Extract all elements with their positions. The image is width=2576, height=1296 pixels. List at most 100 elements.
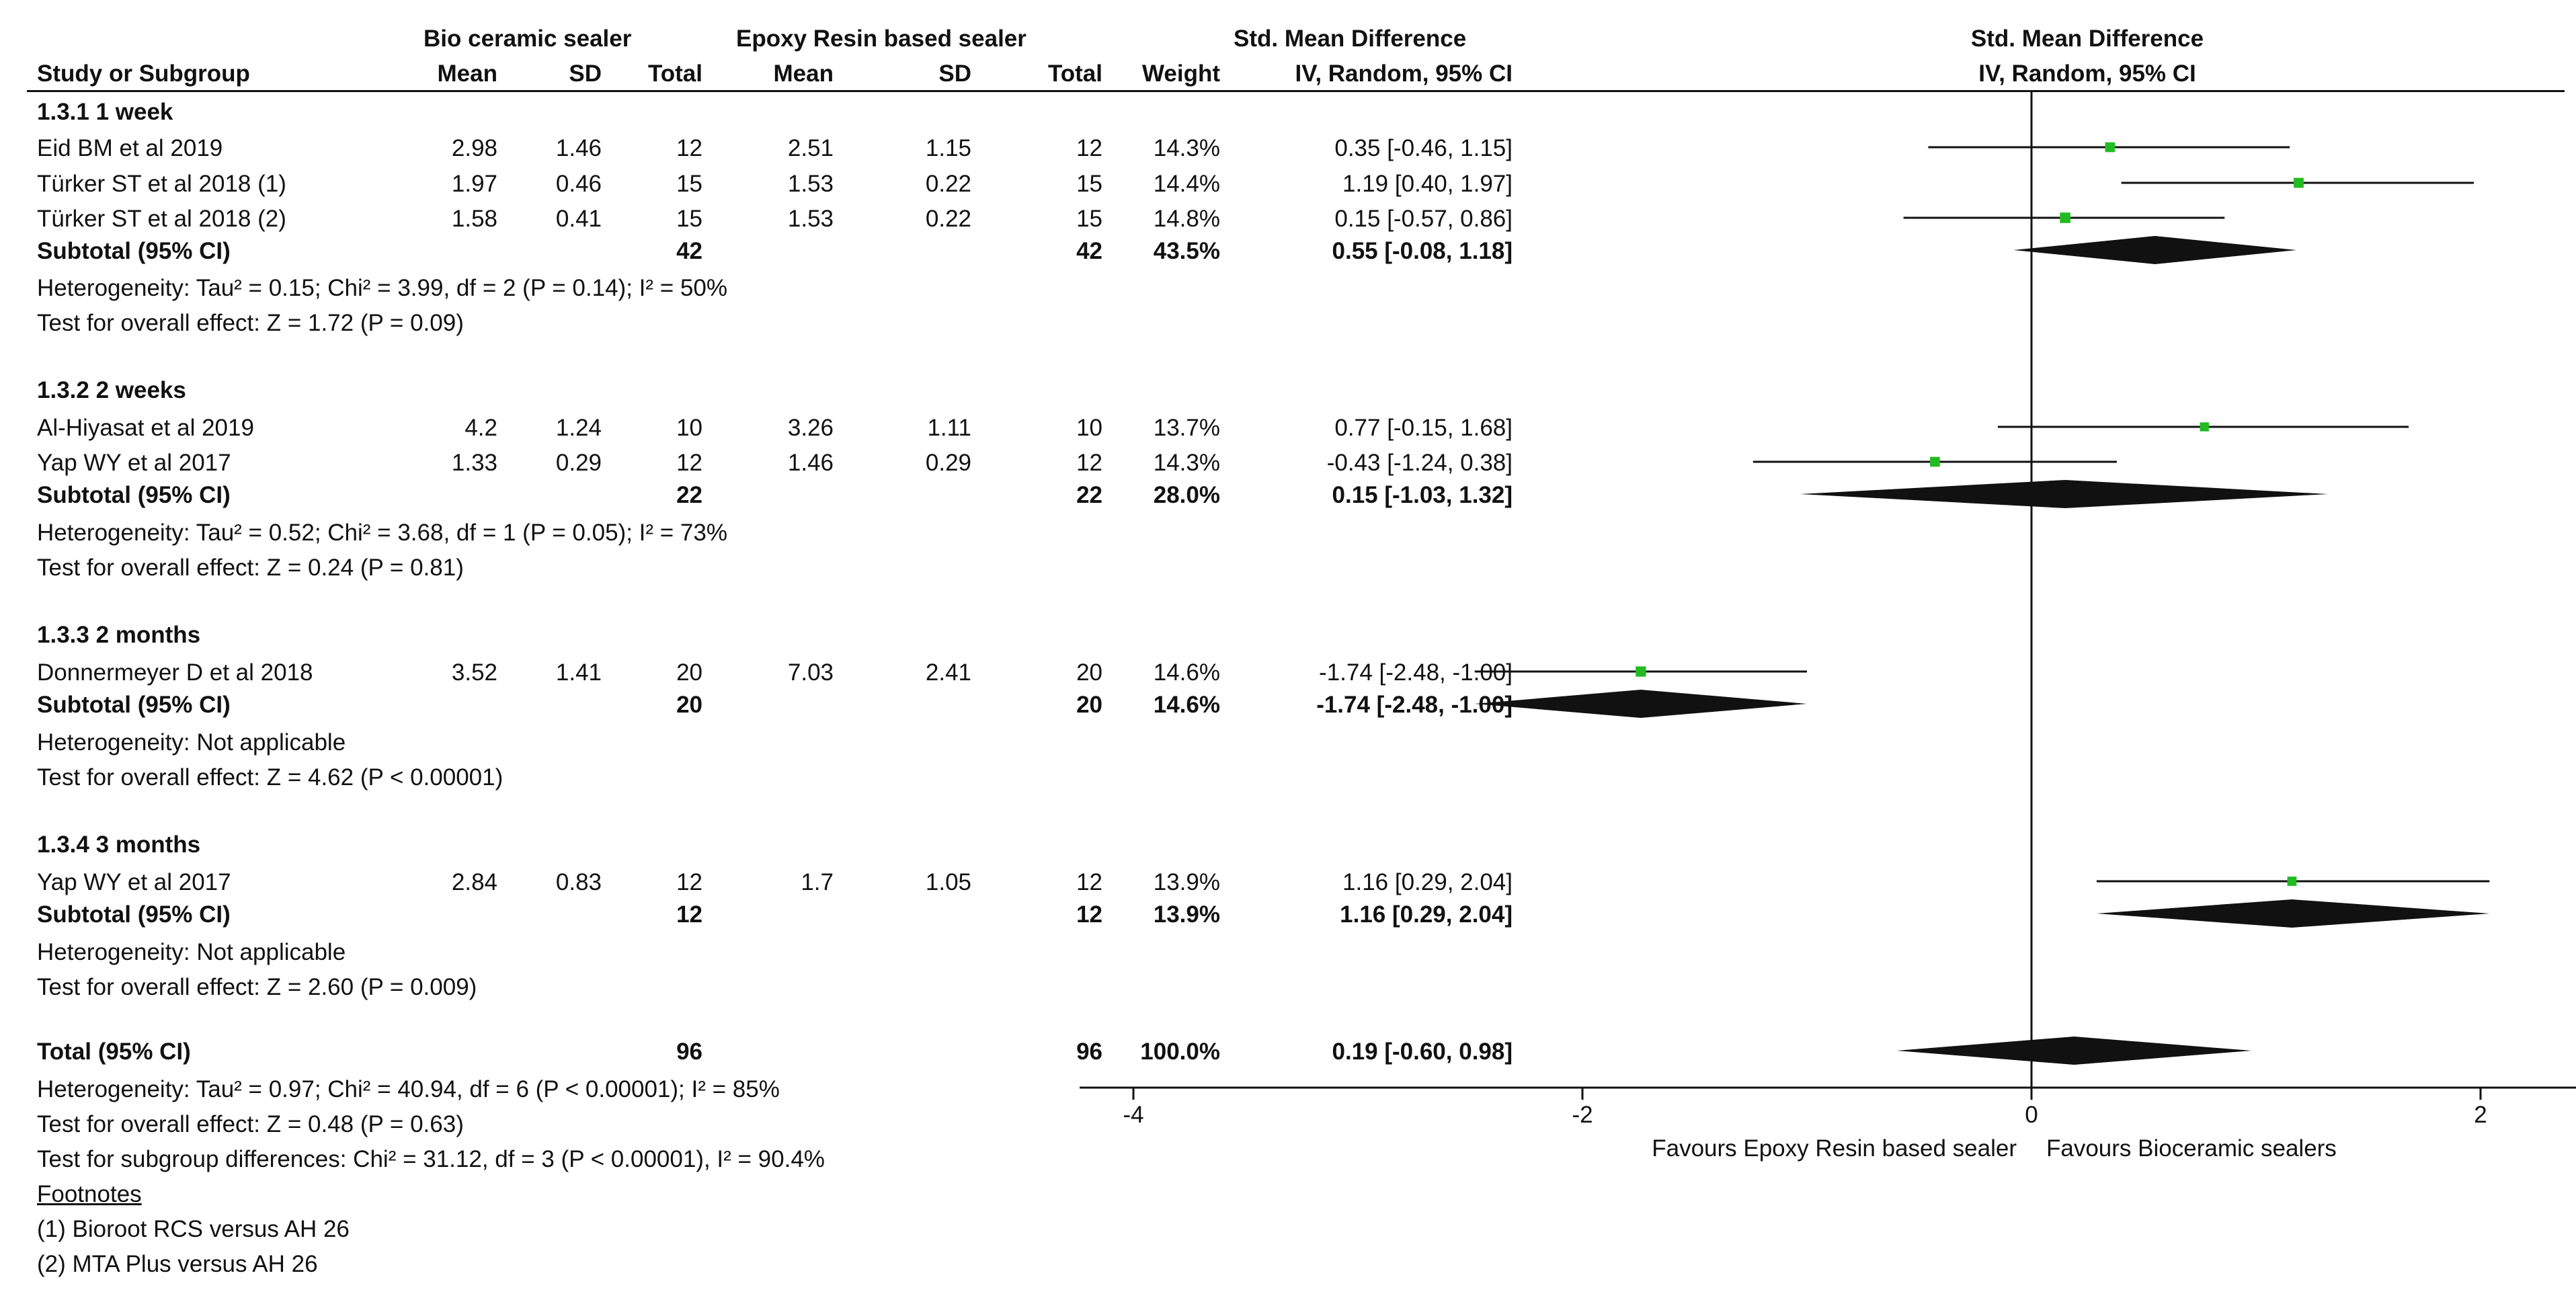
study-ci: -0.43 [-1.24, 0.38] (1326, 450, 1513, 476)
overall-effect-text: Test for overall effect: Z = 0.24 (P = 0… (37, 555, 464, 581)
subtotal-total2: 22 (1076, 482, 1102, 508)
total-ci: 0.19 [-0.60, 0.98] (1332, 1039, 1513, 1065)
study-point (2060, 212, 2070, 223)
plot-subtitle: IV, Random, 95% CI (1978, 60, 2196, 87)
study-mean1: 3.52 (451, 659, 497, 686)
footnotes-title: Footnotes (37, 1181, 142, 1207)
study-total1: 15 (676, 206, 702, 232)
study-weight: 13.7% (1153, 415, 1220, 441)
footnote-2: (2) MTA Plus versus AH 26 (37, 1251, 318, 1277)
subtotal-total1: 22 (676, 482, 702, 508)
study-weight: 14.3% (1153, 450, 1220, 476)
col-mean1: Mean (437, 60, 497, 87)
study-mean2: 7.03 (787, 659, 834, 686)
study-weight: 14.8% (1153, 206, 1220, 232)
col-mean2: Mean (773, 60, 834, 87)
study-sd1: 0.41 (555, 206, 602, 232)
subtotal-diamond (1800, 480, 2328, 508)
heterogeneity-text: Heterogeneity: Not applicable (37, 939, 346, 965)
subtotal-total1: 12 (676, 901, 702, 928)
subtotal-total2: 42 (1076, 238, 1102, 264)
study-point (1930, 456, 1940, 467)
study-name: Türker ST et al 2018 (2) (37, 206, 286, 232)
study-sd1: 1.24 (555, 415, 602, 441)
subtotal-ci: 0.15 [-1.03, 1.32] (1332, 482, 1513, 508)
overall-effect-text: Test for overall effect: Z = 2.60 (P = 0… (37, 974, 477, 1000)
study-total1: 20 (676, 659, 702, 686)
favours-right-label: Favours Bioceramic sealers (2046, 1135, 2337, 1162)
study-sd2: 0.22 (925, 206, 971, 232)
subtotal-weight: 13.9% (1153, 901, 1220, 928)
effect-header: Std. Mean Difference (1234, 26, 1467, 52)
study-point (1636, 666, 1646, 677)
study-point (2200, 422, 2209, 432)
study-mean2: 2.51 (787, 135, 834, 161)
subtotal-total1: 42 (676, 238, 702, 264)
study-total2: 12 (1076, 135, 1102, 161)
subtotal-label: Subtotal (95% CI) (37, 238, 231, 264)
subtotal-diamond (2013, 236, 2297, 264)
study-weight: 14.6% (1153, 659, 1220, 686)
study-mean2: 1.7 (801, 869, 834, 895)
study-sd1: 0.46 (555, 171, 602, 197)
subtotal-total2: 12 (1076, 901, 1102, 928)
subgroup-label: 1.3.1 1 week (37, 99, 173, 125)
subgroup-label: 1.3.3 2 months (37, 622, 201, 648)
study-mean1: 1.58 (451, 206, 497, 232)
subtotal-weight: 28.0% (1153, 482, 1220, 508)
study-sd1: 1.41 (555, 659, 602, 686)
overall-effect-text: Test for overall effect: Z = 1.72 (P = 0… (37, 310, 464, 336)
study-mean2: 1.53 (787, 171, 834, 197)
study-sd2: 1.05 (925, 869, 971, 895)
x-tick-label: -2 (1572, 1102, 1593, 1128)
total-label: Total (95% CI) (37, 1039, 191, 1065)
study-mean1: 2.98 (451, 135, 497, 161)
subtotal-ci: 1.16 [0.29, 2.04] (1340, 901, 1513, 928)
study-ci: 0.15 [-0.57, 0.86] (1334, 206, 1513, 232)
heterogeneity-text: Heterogeneity: Not applicable (37, 729, 346, 756)
study-total1: 12 (676, 869, 702, 895)
overall-effect-text: Test for overall effect: Z = 4.62 (P < 0… (37, 764, 504, 791)
col-sd1: SD (569, 60, 602, 87)
study-weight: 13.9% (1153, 869, 1220, 895)
favours-left-label: Favours Epoxy Resin based sealer (1652, 1135, 2017, 1162)
study-point (2105, 142, 2116, 153)
overall-diamond (1896, 1037, 2252, 1065)
x-tick-label: 0 (2025, 1102, 2038, 1128)
x-tick-label: -4 (1123, 1102, 1143, 1128)
study-name: Yap WY et al 2017 (37, 450, 231, 476)
col-weight: Weight (1141, 60, 1220, 87)
study-sd2: 1.11 (927, 415, 971, 441)
study-ci: 1.19 [0.40, 1.97] (1342, 171, 1513, 197)
study-sd1: 0.29 (555, 450, 602, 476)
study-mean1: 1.33 (451, 450, 497, 476)
footnote-1: (1) Bioroot RCS versus AH 26 (37, 1216, 350, 1242)
study-total2: 20 (1076, 659, 1102, 686)
total-total1: 96 (676, 1039, 702, 1065)
header-rule (27, 90, 2565, 92)
study-name: Yap WY et al 2017 (37, 869, 231, 895)
study-total1: 12 (676, 450, 702, 476)
group1-header: Bio ceramic sealer (424, 26, 632, 52)
total-weight: 100.0% (1140, 1039, 1220, 1065)
col-effect: IV, Random, 95% CI (1295, 60, 1513, 87)
subtotal-label: Subtotal (95% CI) (37, 901, 231, 928)
study-name: Eid BM et al 2019 (37, 135, 223, 161)
study-mean2: 1.53 (787, 206, 834, 232)
study-total2: 15 (1076, 206, 1102, 232)
subtotal-label: Subtotal (95% CI) (37, 482, 231, 508)
col-total2: Total (1047, 60, 1102, 87)
study-mean2: 1.46 (787, 450, 834, 476)
subgroup-label: 1.3.2 2 weeks (37, 377, 186, 403)
study-total1: 15 (676, 171, 702, 197)
study-total1: 12 (676, 135, 702, 161)
study-weight: 14.3% (1153, 135, 1220, 161)
subtotal-weight: 14.6% (1153, 692, 1220, 718)
subgroup-differences-text: Test for subgroup differences: Chi² = 31… (37, 1146, 825, 1172)
study-total1: 10 (676, 415, 702, 441)
study-sd2: 1.15 (925, 135, 971, 161)
study-point (2294, 177, 2304, 188)
study-total2: 10 (1076, 415, 1102, 441)
study-sd2: 2.41 (925, 659, 971, 686)
total-total2: 96 (1076, 1039, 1102, 1065)
